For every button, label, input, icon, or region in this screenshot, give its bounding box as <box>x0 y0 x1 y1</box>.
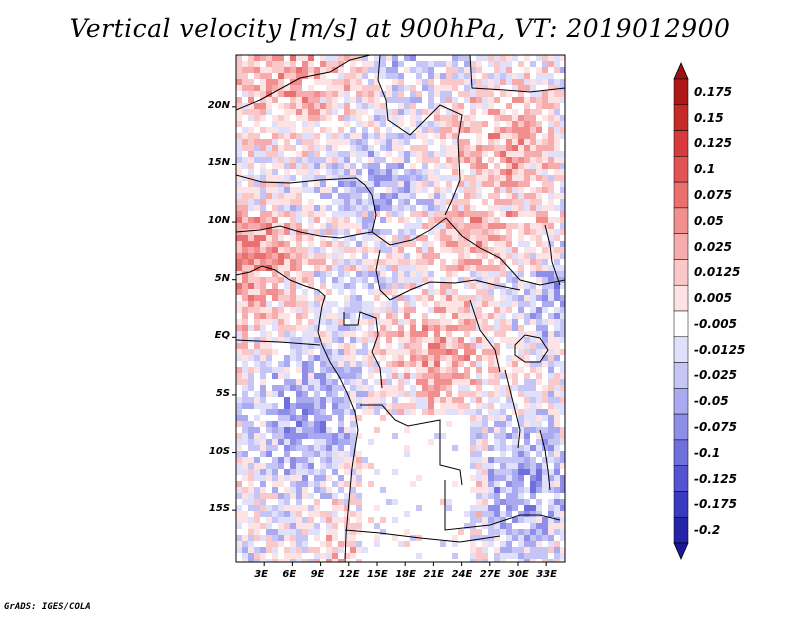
lon-tick-label: 18E <box>395 569 416 580</box>
colorbar-label: -0.125 <box>694 471 737 486</box>
lon-tick-label: 30E <box>508 569 529 580</box>
lat-tick-label: EQ <box>214 330 230 342</box>
colorbar-label: -0.005 <box>694 316 737 331</box>
border-8 <box>444 480 561 531</box>
border-13 <box>236 339 321 346</box>
map-frame <box>235 54 566 563</box>
lon-tick-label: 9E <box>310 569 325 580</box>
colorbar-swatch <box>673 310 689 338</box>
colorbar-label: 0.15 <box>694 110 724 125</box>
colorbar-label: 0.025 <box>694 239 732 254</box>
country-borders <box>236 55 565 562</box>
colorbar-label: 0.125 <box>694 136 732 151</box>
border-4 <box>236 217 565 286</box>
lat-tick-label: 10N <box>207 215 230 227</box>
lat-tick-label: 5N <box>214 272 230 284</box>
colorbar-swatch <box>673 233 689 260</box>
colorbar-swatch <box>673 130 689 157</box>
colorbar-swatch <box>673 336 689 363</box>
border-3 <box>236 174 377 233</box>
colorbar-swatch <box>673 516 689 544</box>
colorbar-label: 0.175 <box>694 84 732 99</box>
lat-tick-label: 15N <box>207 157 230 169</box>
border-5 <box>375 249 521 301</box>
lake-tanganyika <box>504 369 521 449</box>
colorbar-label: 0.005 <box>694 291 732 306</box>
border-12 <box>469 299 501 373</box>
colorbar-swatch <box>673 491 689 518</box>
lon-tick-label: 33E <box>536 569 557 580</box>
lake-malawi <box>539 429 551 491</box>
border-2 <box>377 55 463 216</box>
lon-tick-label: 15E <box>367 569 388 580</box>
lon-tick-label: 24E <box>451 569 473 580</box>
colorbar-label: -0.05 <box>694 394 729 409</box>
colorbar-swatch <box>673 362 689 389</box>
colorbar-label: 0.1 <box>694 162 716 177</box>
lon-tick-label: 6E <box>282 569 297 580</box>
lake-victoria <box>514 334 549 363</box>
colorbar-label: 0.075 <box>694 188 732 202</box>
colorbar-swatch <box>673 413 689 441</box>
border-7 <box>360 404 463 486</box>
colorbar-label: -0.1 <box>694 445 721 460</box>
border-11 <box>544 224 561 286</box>
coastline-west-africa <box>236 265 359 562</box>
colorbar-label: -0.175 <box>694 497 737 512</box>
colorbar-swatch <box>673 259 689 286</box>
colorbar-label: -0.2 <box>694 523 721 538</box>
lon-tick-label: 3E <box>254 569 268 580</box>
colorbar-swatch <box>673 156 689 183</box>
grads-credit: GrADS: IGES/COLA <box>4 602 91 612</box>
colorbar-swatch <box>673 465 689 492</box>
colorbar-label: 0.05 <box>694 213 724 228</box>
colorbar-label: -0.0125 <box>694 342 746 357</box>
lon-tick-label: 21E <box>423 569 445 580</box>
border-6 <box>343 311 383 389</box>
colorbar-swatch <box>673 104 689 131</box>
colorbar-label: -0.025 <box>694 368 737 383</box>
lat-tick-label: 5S <box>215 387 230 399</box>
colorbar <box>673 62 689 560</box>
border-1 <box>236 55 371 111</box>
colorbar-label: -0.075 <box>694 420 737 434</box>
colorbar-swatch <box>673 181 689 209</box>
border-9 <box>344 529 501 543</box>
lat-tick-label: 10S <box>208 445 230 457</box>
axis-ticks <box>232 106 547 566</box>
border-10 <box>469 55 565 93</box>
colorbar-swatch <box>673 388 689 415</box>
colorbar-swatch <box>673 207 689 234</box>
colorbar-swatch <box>673 439 689 466</box>
lat-tick-label: 15S <box>208 503 230 515</box>
lon-tick-label: 12E <box>338 569 360 580</box>
lat-tick-label: 20N <box>207 99 230 111</box>
map-title: Vertical velocity [m/s] at 900hPa, VT: 2… <box>69 14 731 43</box>
colorbar-swatch <box>673 284 689 312</box>
colorbar-swatch <box>673 78 689 106</box>
velocity-field <box>236 55 565 562</box>
lon-tick-label: 27E <box>479 569 501 580</box>
colorbar-bottom-arrow <box>673 542 689 560</box>
colorbar-top-arrow <box>673 62 689 80</box>
colorbar-label: 0.0125 <box>694 265 741 280</box>
